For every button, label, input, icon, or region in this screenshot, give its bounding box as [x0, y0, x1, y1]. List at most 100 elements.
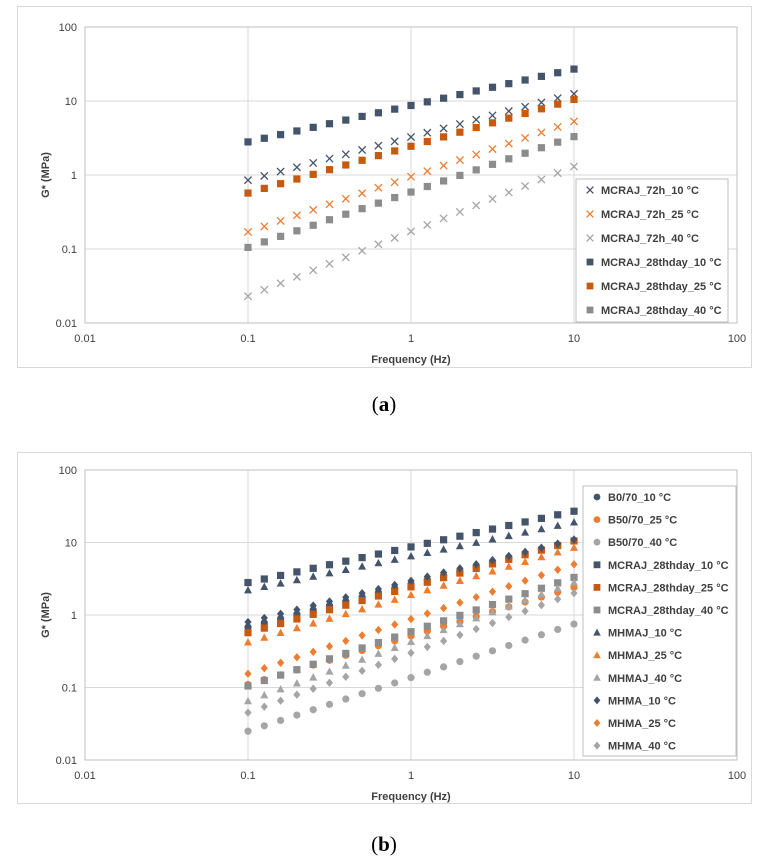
legend-marker: [586, 186, 594, 194]
data-point: [440, 536, 448, 544]
data-point: [537, 600, 546, 610]
data-point: [440, 574, 448, 582]
data-point: [260, 575, 268, 583]
data-point: [440, 617, 448, 625]
legend-box: [582, 485, 737, 757]
data-point: [407, 648, 415, 658]
data-point: [358, 655, 367, 663]
data-point: [260, 134, 268, 142]
data-point: [472, 538, 481, 546]
legend-marker: [586, 306, 594, 314]
data-point: [277, 571, 285, 580]
data-point: [358, 205, 366, 213]
data-point: [390, 643, 399, 651]
data-point: [260, 171, 269, 180]
data-point: [293, 666, 301, 674]
data-point: [374, 141, 383, 150]
legend-marker: [593, 493, 601, 501]
data-point: [276, 628, 285, 637]
data-point: [423, 642, 431, 652]
data-point: [488, 618, 497, 628]
data-point: [260, 184, 268, 192]
data-point: [537, 72, 546, 80]
y-tick-label: 100: [59, 465, 77, 477]
data-point: [505, 551, 513, 561]
data-point: [358, 604, 367, 613]
y-tick-label: 0.1: [62, 244, 77, 256]
data-point: [521, 149, 529, 157]
data-point: [244, 629, 252, 637]
data-point: [276, 279, 285, 288]
legend-marker: [593, 538, 601, 546]
data-point: [309, 170, 317, 178]
data-point: [570, 65, 578, 73]
data-point: [456, 128, 464, 136]
data-point: [406, 172, 416, 181]
data-point: [342, 601, 350, 609]
data-point: [455, 207, 464, 217]
data-point: [423, 167, 432, 176]
y-tick-label: 10: [65, 96, 77, 108]
data-point: [554, 69, 562, 77]
data-point: [325, 678, 334, 687]
legend-label: MHMAJ_40 °C: [608, 673, 682, 685]
data-point: [391, 546, 399, 555]
data-point: [407, 543, 415, 551]
data-point: [406, 227, 416, 236]
legend-label: MCRAJ_72h_40 °C: [601, 233, 699, 245]
data-point: [570, 535, 578, 544]
data-point: [342, 557, 350, 565]
data-point: [325, 216, 334, 224]
data-point: [472, 115, 481, 124]
data-point: [374, 592, 383, 600]
y-tick-label: 0.1: [62, 683, 77, 695]
data-point: [456, 569, 464, 577]
data-point: [553, 548, 562, 556]
data-point: [423, 548, 432, 557]
data-point: [292, 623, 301, 632]
data-point: [456, 611, 464, 620]
data-point: [293, 605, 301, 614]
data-point: [309, 619, 318, 627]
data-point: [293, 711, 301, 719]
data-point: [292, 575, 301, 584]
data-point: [488, 83, 497, 91]
legend-marker: [593, 628, 601, 636]
data-point: [570, 507, 578, 515]
data-point: [439, 581, 448, 589]
data-point: [243, 176, 253, 185]
data-point: [277, 619, 285, 628]
data-point: [472, 613, 481, 622]
data-point: [244, 189, 252, 197]
data-point: [260, 222, 269, 231]
data-point: [358, 246, 367, 255]
legend-marker: [593, 584, 601, 591]
data-point: [276, 216, 285, 225]
data-point: [554, 511, 562, 519]
data-point: [521, 528, 530, 536]
data-point: [391, 633, 399, 641]
data-point: [407, 614, 415, 624]
data-point: [309, 706, 317, 714]
x-tick-label: 100: [728, 333, 746, 345]
data-point: [570, 578, 578, 586]
x-tick-label: 0.1: [240, 333, 255, 345]
data-point: [325, 200, 334, 209]
data-point: [391, 679, 399, 687]
data-point: [570, 588, 578, 598]
data-point: [553, 168, 562, 178]
data-point: [325, 259, 334, 268]
data-point: [244, 696, 252, 705]
data-point: [260, 702, 268, 711]
data-point: [406, 132, 416, 142]
data-point: [439, 161, 448, 170]
data-point: [521, 576, 529, 585]
data-point: [260, 676, 268, 685]
data-point: [456, 171, 464, 180]
data-point: [358, 644, 366, 652]
data-point: [244, 638, 252, 646]
data-point: [455, 120, 464, 129]
data-point: [407, 188, 415, 196]
data-point: [342, 636, 350, 646]
data-point: [521, 636, 529, 644]
